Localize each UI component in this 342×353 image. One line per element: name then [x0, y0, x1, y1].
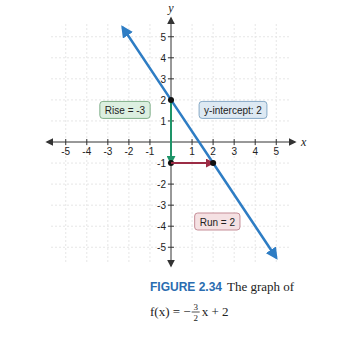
- x-tick: [234, 139, 235, 145]
- x-tick-label: 1: [189, 146, 195, 157]
- x-tick: [255, 139, 256, 145]
- x-axis-label: x: [300, 135, 307, 149]
- grid-line-y: [51, 163, 291, 164]
- function-line: [123, 27, 277, 258]
- annotation-text: y-intercept: 2: [204, 105, 262, 116]
- x-tick: [86, 139, 87, 145]
- annotations: Rise = -3 y-intercept: 2 Run = 2: [100, 97, 267, 230]
- annotation-arrow: [170, 100, 172, 163]
- y-tick-label: 4: [160, 53, 166, 64]
- annotation-arrow: [171, 162, 213, 164]
- grid-line-y: [51, 36, 291, 37]
- formula-numerator: 3: [193, 302, 198, 312]
- x-tick: [213, 139, 214, 145]
- y-tick: [168, 226, 174, 227]
- x-tick-label: 3: [231, 146, 237, 157]
- annotation-text: Run = 2: [200, 217, 236, 228]
- y-tick-label: -3: [157, 200, 166, 211]
- grid-line-y: [51, 205, 291, 206]
- annotation-point: [168, 97, 174, 103]
- caption-title: FIGURE 2.34: [150, 280, 222, 294]
- y-tick: [168, 78, 174, 79]
- y-axis-label: y: [167, 1, 174, 15]
- y-tick: [168, 184, 174, 185]
- x-tick-label: -4: [82, 146, 91, 157]
- caption-subtitle: The graph of: [227, 279, 295, 294]
- annotation-box: [199, 101, 267, 118]
- y-tick: [168, 57, 174, 58]
- annotation-point: [210, 160, 216, 166]
- y-tick: [168, 205, 174, 206]
- data-group: [123, 27, 277, 258]
- annotation-box: [195, 213, 240, 230]
- y-tick-label: -1: [157, 158, 166, 169]
- grid-line-x: [65, 22, 66, 262]
- y-tick-label: -4: [157, 221, 166, 232]
- y-tick: [168, 36, 174, 37]
- y-axis: [171, 18, 172, 266]
- y-tick: [168, 247, 174, 248]
- x-tick-label: 2: [210, 146, 216, 157]
- axes: -5-4-3-2-112345-5-4-3-2-112345xy: [47, 1, 307, 266]
- grid-line-y: [51, 78, 291, 79]
- x-tick: [149, 139, 150, 145]
- caption: FIGURE 2.34 The graph of f(x) = −32 x + 2: [150, 279, 295, 323]
- x-tick-label: -3: [103, 146, 112, 157]
- x-tick-label: -5: [61, 146, 70, 157]
- formula-lhs: f(x) = −: [150, 304, 191, 319]
- formula-rhs: x + 2: [202, 304, 229, 319]
- annotation-text: Rise = -3: [105, 105, 146, 116]
- x-tick-label: 5: [273, 146, 279, 157]
- annotation-box: [100, 101, 150, 118]
- x-tick: [65, 139, 66, 145]
- y-tick-label: -2: [157, 179, 166, 190]
- y-tick-label: 5: [160, 32, 166, 43]
- x-tick-label: 4: [252, 146, 258, 157]
- chart-root: -5-4-3-2-112345-5-4-3-2-112345xyRise = -…: [0, 0, 342, 353]
- x-tick: [276, 139, 277, 145]
- fraction-bar: [192, 312, 200, 313]
- grid-line-y: [51, 184, 291, 185]
- grid-line-y: [51, 57, 291, 58]
- grid-line-x: [149, 22, 150, 262]
- formula-denominator: 2: [193, 313, 198, 323]
- x-tick: [107, 139, 108, 145]
- x-tick-label: -1: [145, 146, 154, 157]
- x-tick: [192, 139, 193, 145]
- y-tick-label: 2: [160, 95, 166, 106]
- x-tick: [128, 139, 129, 145]
- grid-line-y: [51, 247, 291, 248]
- y-tick-label: -5: [157, 242, 166, 253]
- grid: [51, 22, 291, 262]
- x-tick-label: -2: [124, 146, 133, 157]
- y-tick-label: 1: [160, 116, 166, 127]
- chart: -5-4-3-2-112345-5-4-3-2-112345xyRise = -…: [0, 0, 342, 353]
